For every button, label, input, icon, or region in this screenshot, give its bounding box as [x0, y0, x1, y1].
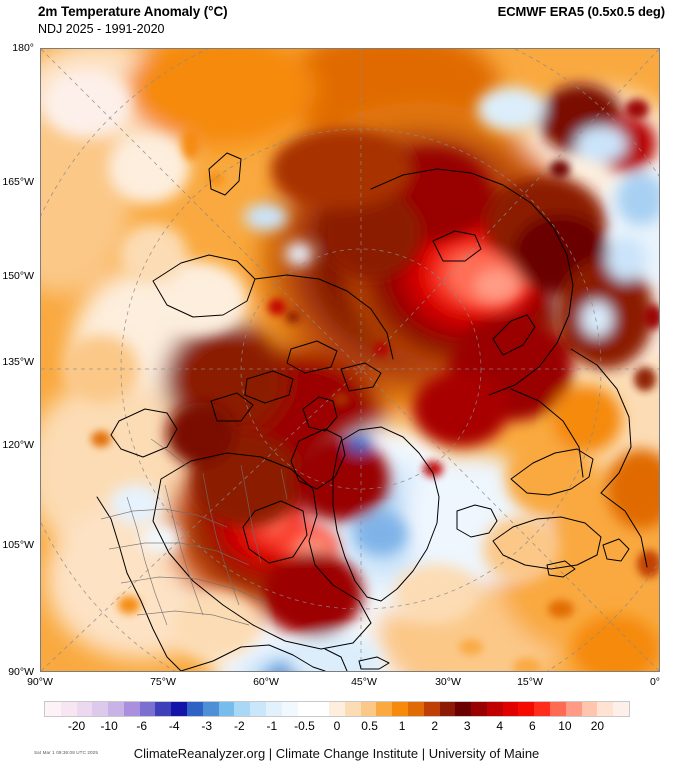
colorbar-swatch [455, 702, 472, 716]
colorbar-swatch [187, 702, 203, 716]
colorbar-tick-neg6: -6 [136, 719, 147, 733]
colorbar-tick-neg20: -20 [67, 719, 86, 733]
attribution-credit: ClimateReanalyzer.org | Climate Change I… [133, 746, 540, 761]
colorbar-swatch [439, 702, 456, 716]
colorbar-tick-2: 2 [431, 719, 438, 733]
colorbar-swatch [76, 702, 93, 716]
colorbar-tick-20: 20 [590, 719, 605, 733]
colorbar-swatch [423, 702, 440, 716]
colorbar-swatch [597, 702, 614, 716]
colorbar-tick-neg1: -1 [266, 719, 278, 733]
colorbar-swatch [581, 702, 598, 716]
coastlines [96, 152, 648, 671]
colorbar-swatch [250, 702, 266, 716]
colorbar-swatch [171, 702, 188, 716]
administrative-boundaries [100, 438, 288, 626]
anomaly-map-svg [41, 49, 659, 671]
colorbar-swatch [202, 702, 219, 716]
colorbar-tick-neg2: -2 [233, 719, 245, 733]
colorbar-swatch [471, 702, 487, 716]
colorbar-swatch [392, 702, 408, 716]
y-tick-135w: 135°W [2, 356, 34, 368]
colorbar-swatch [281, 702, 298, 716]
colorbar-swatch [534, 702, 550, 716]
colorbar-swatch [234, 702, 251, 716]
page-title: 2m Temperature Anomaly (°C) [38, 4, 228, 19]
x-tick-60w: 60°W [253, 676, 279, 688]
colorbar-swatch [313, 702, 330, 716]
y-tick-120w: 120°W [2, 439, 34, 451]
colorbar-tick-1: 1 [398, 719, 406, 733]
colorbar-swatch [565, 702, 582, 716]
colorbar-swatch [344, 702, 361, 716]
colorbar-swatch [329, 702, 345, 716]
chart-footer: Sat Mar 1 09:36:08 UTC 2025 ClimateReana… [0, 746, 673, 766]
colorbar-swatch [360, 702, 377, 716]
x-tick-75w: 75°W [150, 676, 176, 688]
colorbar-tick-labels: -20 -10 -6 -4 -3 -2 -1 -0.5 0 0.5 1 2 3 4 6 10 20 [0, 719, 673, 735]
colorbar-tick-neg4: -4 [168, 719, 180, 733]
x-tick-45w: 45°W [351, 676, 377, 688]
colorbar-tick-0p5: 0.5 [361, 719, 378, 733]
x-tick-0: 0° [649, 676, 661, 688]
colorbar [44, 701, 630, 717]
colorbar-swatch [613, 702, 629, 716]
colorbar-swatch [407, 702, 424, 716]
colorbar-swatch [550, 702, 566, 716]
colorbar-tick-0: 0 [333, 719, 341, 733]
colorbar-tick-6: 6 [528, 719, 536, 733]
page-subtitle: NDJ 2025 - 1991-2020 [38, 22, 165, 36]
colorbar-tick-10: 10 [558, 719, 572, 733]
colorbar-swatch [123, 702, 140, 716]
y-tick-150w: 150°W [2, 270, 34, 282]
colorbar-swatch [60, 702, 77, 716]
colorbar-swatch [139, 702, 156, 716]
colorbar-swatch [297, 702, 314, 716]
colorbar-swatch [376, 702, 393, 716]
colorbar-tick-neg3: -3 [201, 719, 213, 733]
anomaly-map-plot [40, 48, 660, 672]
generation-timestamp: Sat Mar 1 09:36:08 UTC 2025 [34, 750, 98, 755]
chart-header: 2m Temperature Anomaly (°C) NDJ 2025 - 1… [0, 0, 673, 46]
colorbar-swatch [155, 702, 172, 716]
colorbar-swatch [45, 702, 61, 716]
colorbar-swatch [502, 702, 519, 716]
colorbar-swatch [108, 702, 124, 716]
y-tick-180: 180° [12, 42, 34, 54]
y-tick-105w: 105°W [2, 539, 34, 551]
colorbar-tick-4: 4 [496, 719, 504, 733]
anomaly-field [41, 49, 659, 671]
x-tick-15w: 15°W [517, 676, 543, 688]
colorbar-swatch [518, 702, 535, 716]
colorbar-swatch [486, 702, 503, 716]
colorbar-swatch [92, 702, 109, 716]
x-tick-30w: 30°W [435, 676, 461, 688]
graticule-lines [41, 49, 659, 671]
x-tick-90w: 90°W [27, 676, 53, 688]
colorbar-tick-neg0p5: -0.5 [294, 719, 315, 733]
data-source-label: ECMWF ERA5 (0.5x0.5 deg) [497, 4, 665, 19]
y-tick-165w: 165°W [2, 176, 34, 188]
y-tick-90w: 90°W [8, 666, 34, 678]
colorbar-swatch [218, 702, 235, 716]
colorbar-swatch [265, 702, 282, 716]
colorbar-tick-3: 3 [463, 719, 471, 733]
colorbar-tick-neg10: -10 [100, 719, 118, 733]
